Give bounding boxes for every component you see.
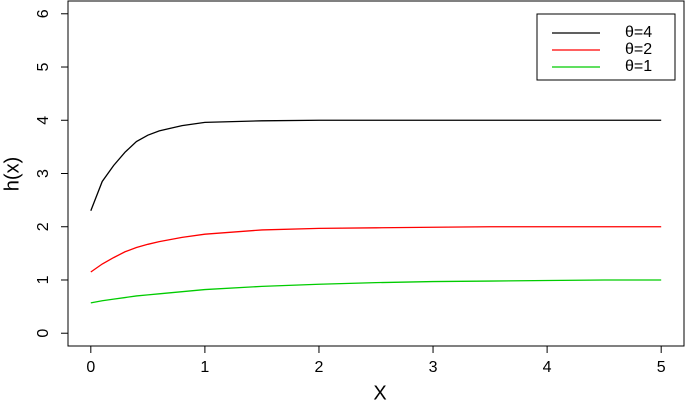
x-tick-label: 2 [315, 359, 324, 376]
y-tick-label: 0 [35, 329, 52, 338]
y-axis-title: h(x) [1, 157, 23, 191]
x-tick-label: 0 [86, 359, 95, 376]
y-tick-label: 2 [35, 222, 52, 231]
y-tick-label: 6 [35, 9, 52, 18]
y-tick-label: 1 [35, 275, 52, 284]
x-tick-label: 4 [543, 359, 552, 376]
x-tick-label: 3 [429, 359, 438, 376]
legend-label: θ=2 [625, 41, 652, 58]
y-tick-label: 5 [35, 62, 52, 71]
series-line [90, 226, 662, 273]
series-line [90, 279, 662, 304]
x-axis-title: X [373, 382, 386, 404]
x-tick-label: 1 [200, 359, 209, 376]
legend-label: θ=1 [625, 58, 652, 75]
legend-label: θ=4 [625, 24, 652, 41]
x-tick-label: 5 [657, 359, 666, 376]
legend-box [536, 13, 676, 81]
series-line [90, 119, 662, 212]
y-tick-label: 4 [35, 116, 52, 125]
y-tick-label: 3 [35, 169, 52, 178]
